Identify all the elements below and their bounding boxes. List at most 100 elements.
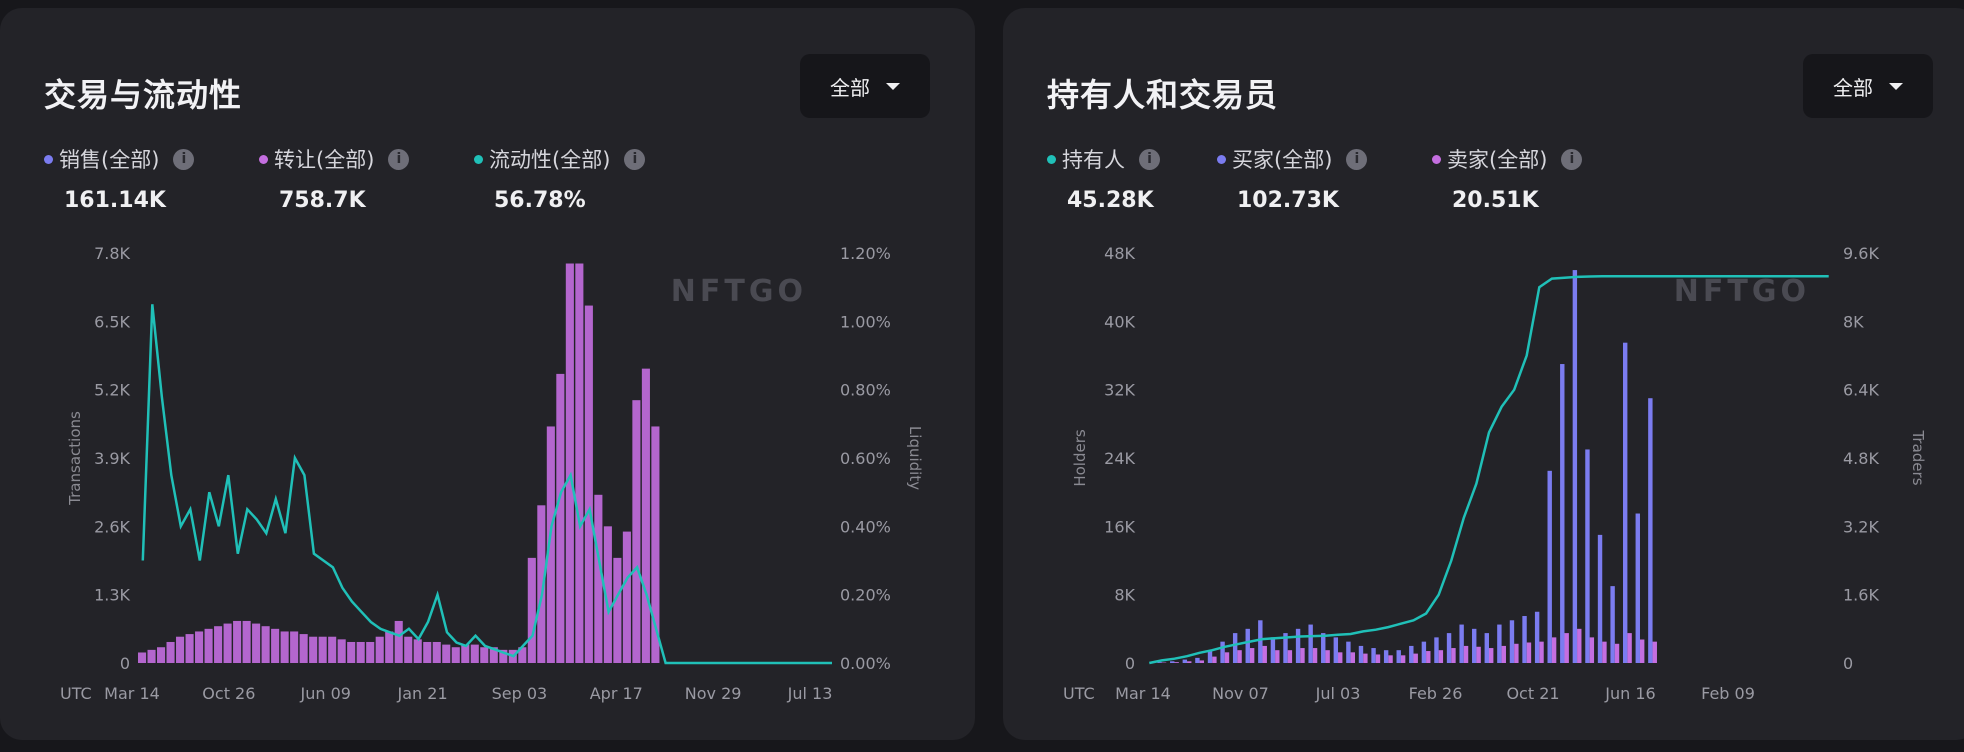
info-icon[interactable]: i: [624, 148, 646, 170]
transfer-bar: [394, 620, 403, 663]
x-tick-label: Jul 03: [1315, 684, 1361, 703]
legend-item-liquidity[interactable]: 流动性(全部) i 56.78%: [474, 144, 646, 213]
transfer-bar: [157, 647, 166, 663]
transfer-bar: [252, 623, 261, 663]
watermark: NFTGO: [671, 274, 807, 309]
transfer-bar: [480, 647, 489, 663]
x-tick-label: Nov 07: [1212, 684, 1269, 703]
buyer-bar: [1459, 624, 1464, 663]
chevron-down-icon: [886, 82, 900, 90]
buyer-bar: [1333, 637, 1339, 663]
seller-bar: [1237, 650, 1242, 663]
transactions-liquidity-chart[interactable]: 0 1.3K 2.6K 3.9K 5.2K 6.5K 7.8K 0.00% 0.20% 0.40%…: [0, 8, 975, 740]
info-icon[interactable]: i: [1561, 148, 1583, 170]
transactions-liquidity-card: 交易与流动性 全部 销售(全部) i 161.14K 转让(全部) i 758.7K…: [0, 8, 975, 740]
seller-bar: [1463, 645, 1469, 663]
legend-item-label: 销售(全部): [59, 148, 160, 172]
transfer-bar: [537, 505, 546, 663]
filter-dropdown[interactable]: 全部: [1803, 54, 1933, 118]
transfer-bar: [223, 623, 232, 663]
x-tick-label: Sep 03: [492, 684, 548, 703]
transfer-bar: [366, 641, 375, 663]
legend-item-value: 56.78%: [494, 188, 586, 213]
legend-item-holders[interactable]: 持有人 i 45.28K: [1047, 144, 1160, 213]
buyer-bar: [1220, 641, 1225, 663]
seller-bar: [1174, 662, 1179, 663]
seller-bar: [1287, 650, 1293, 663]
buyer-bar: [1585, 449, 1590, 663]
y2-tick-label: 4.8K: [1843, 449, 1879, 468]
legend-dot: [1217, 154, 1226, 164]
watermark: NFTGO: [1674, 274, 1810, 309]
holders-traders-card: 持有人和交易员 全部 持有人 i 45.28K 买家(全部) i 102.73K 卖…: [1003, 8, 1964, 740]
seller-bar: [1526, 642, 1532, 663]
y2-tick-label: 8K: [1843, 312, 1864, 331]
transfer-bar: [632, 400, 641, 663]
x-tick-label: Jul 13: [787, 684, 833, 703]
transfer-bar: [423, 641, 432, 663]
x-tick-label: Mar 14: [104, 684, 160, 703]
info-icon[interactable]: i: [173, 148, 195, 170]
legend-item-label: 买家(全部): [1232, 148, 1333, 172]
y-tick-label: 0: [120, 654, 130, 673]
y-tick-label: 2.6K: [94, 517, 130, 536]
y2-tick-label: 0.40%: [840, 517, 891, 536]
y-tick-label: 8K: [1114, 586, 1135, 605]
transfer-bar: [622, 531, 631, 663]
holders-traders-chart[interactable]: 0 8K 16K 24K 32K 40K 48K 0 1.6K 3.2K 4.8K 6.4K 8K 9.6…: [1003, 8, 1964, 740]
legend-item-transfers[interactable]: 转让(全部) i 758.7K: [259, 144, 410, 213]
transfer-bar: [432, 641, 441, 663]
info-icon[interactable]: i: [1346, 148, 1368, 170]
x-tick-label: Feb 09: [1701, 684, 1755, 703]
legend-dot: [474, 154, 483, 164]
buyer-bar: [1170, 661, 1175, 663]
y-tick-label: 6.5K: [94, 312, 130, 331]
buyer-bar: [1522, 616, 1527, 663]
x-tick-label: Nov 29: [685, 684, 742, 703]
y2-tick-label: 0: [1843, 654, 1853, 673]
seller-bar: [1476, 646, 1481, 663]
seller-bar: [1212, 656, 1217, 663]
y-tick-label: 5.2K: [94, 381, 130, 400]
transfer-bar: [214, 626, 223, 663]
info-icon[interactable]: i: [1139, 148, 1160, 170]
transfer-bar: [641, 368, 650, 663]
timezone-label: UTC: [60, 684, 92, 703]
y-tick-label: 3.9K: [94, 449, 130, 468]
y2-tick-label: 1.00%: [840, 312, 891, 331]
y2-tick-label: 3.2K: [1843, 517, 1879, 536]
legend-item-buyers[interactable]: 买家(全部) i 102.73K: [1217, 144, 1368, 213]
x-tick-label: Jun 09: [299, 684, 350, 703]
seller-bar: [1426, 651, 1431, 663]
filter-dropdown[interactable]: 全部: [800, 54, 930, 118]
transfer-bar: [138, 652, 147, 663]
legend-item-label: 流动性(全部): [489, 148, 611, 172]
seller-bar: [1413, 653, 1418, 663]
buyer-bar: [1409, 645, 1414, 663]
legend-item-sellers[interactable]: 卖家(全部) i 20.51K: [1432, 144, 1583, 213]
legend-item-value: 102.73K: [1237, 188, 1339, 213]
y-tick-label: 24K: [1104, 449, 1135, 468]
transfer-bar: [594, 494, 603, 663]
seller-bar: [1375, 654, 1381, 663]
seller-bar: [1363, 653, 1368, 663]
transfer-bar: [603, 526, 612, 663]
transfer-bar: [233, 620, 242, 663]
seller-bar: [1300, 648, 1305, 663]
x-tick-label: Oct 26: [202, 684, 255, 703]
seller-bar: [1388, 655, 1393, 663]
seller-bar: [1438, 650, 1444, 663]
info-icon[interactable]: i: [388, 148, 410, 170]
y-axis-title: Transactions: [66, 411, 84, 506]
buyer-bar: [1635, 513, 1640, 663]
x-tick-label: Jun 16: [1604, 684, 1655, 703]
transfer-bar: [271, 628, 280, 663]
buyer-bar: [1157, 662, 1162, 663]
seller-bar: [1249, 648, 1255, 663]
x-tick-label: Apr 17: [590, 684, 643, 703]
seller-bar: [1652, 641, 1657, 663]
transfer-bar: [204, 628, 213, 663]
legend-item-sales[interactable]: 销售(全部) i 161.14K: [44, 144, 195, 213]
buyer-bar: [1308, 624, 1313, 663]
seller-bar: [1224, 652, 1230, 663]
